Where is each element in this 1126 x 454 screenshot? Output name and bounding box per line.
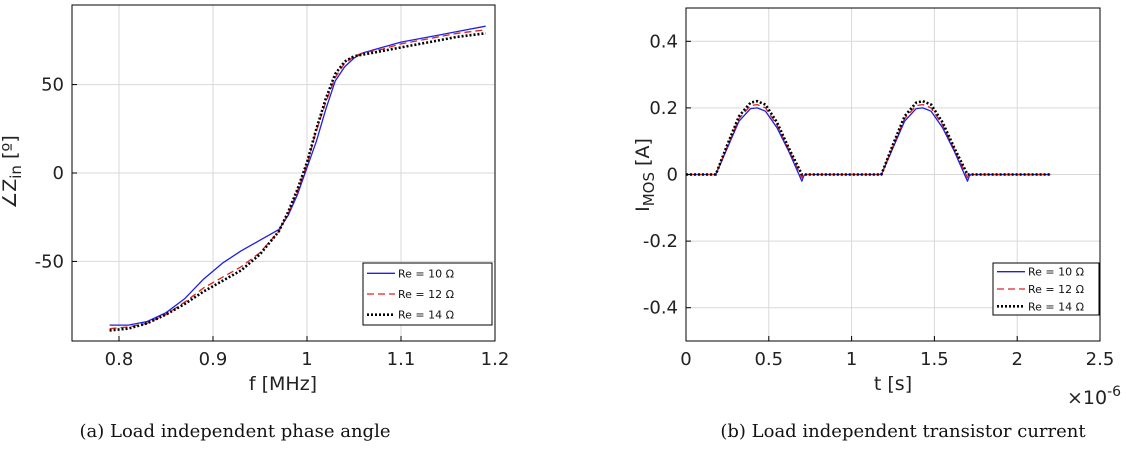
y-tick-label: -50 xyxy=(35,251,64,272)
panel-a-series xyxy=(109,25,486,332)
y-tick-label: 50 xyxy=(41,75,64,96)
series-line-1 xyxy=(686,107,1051,182)
x-tick-label: 1 xyxy=(301,349,312,370)
x-tick-label: 1 xyxy=(846,349,857,370)
series-line-1 xyxy=(109,25,486,326)
y-tick-label: 0 xyxy=(667,165,678,186)
x-tick-label: 0 xyxy=(680,349,691,370)
panel-b-x-multiplier: ×10-6 xyxy=(1067,384,1121,409)
legend-label-2: Re = 12 Ω xyxy=(1028,283,1084,296)
y-tick-label: -0.2 xyxy=(643,231,678,252)
panel-a-caption: (a) Load independent phase angle xyxy=(80,421,391,442)
y-tick-label: 0.4 xyxy=(649,31,678,52)
legend-label-1: Re = 10 Ω xyxy=(1028,266,1084,279)
panel-a-y-ticks: -50 0 50 xyxy=(35,75,77,272)
legend-label-3: Re = 14 Ω xyxy=(1028,300,1084,313)
x-tick-label: 2 xyxy=(1011,349,1022,370)
series-line-3 xyxy=(686,99,1051,176)
panel-b-x-ticks: 0 0.5 1 1.5 2 2.5 xyxy=(680,336,1114,370)
panel-a-x-axis-label: f [MHz] xyxy=(249,373,317,395)
series-line-2 xyxy=(109,29,486,330)
x-tick-label: 0.8 xyxy=(105,349,134,370)
panel-b-y-axis-label: IMOS [A] xyxy=(632,138,658,212)
legend-label-2: Re = 12 Ω xyxy=(398,288,454,301)
x-tick-label: 0.9 xyxy=(199,349,228,370)
legend-label-3: Re = 14 Ω xyxy=(398,309,454,322)
y-tick-label: -0.4 xyxy=(643,298,678,319)
x-tick-label: 0.5 xyxy=(754,349,783,370)
x-tick-label: 1.2 xyxy=(481,349,510,370)
legend-label-1: Re = 10 Ω xyxy=(398,267,454,280)
panel-a-phase-angle-chart: 0.8 0.9 1 1.1 1.2 -50 0 50 f [MHz] ∠Zin [º] Re… xyxy=(0,4,510,442)
panel-b-x-axis-label: t [s] xyxy=(874,373,912,395)
x-tick-label: 1.1 xyxy=(387,349,416,370)
panel-b-transistor-current-chart: 0 0.5 1 1.5 2 2.5 -0.4 -0.2 0 0.2 0.4 t [s] IMOS … xyxy=(632,7,1121,442)
panel-b-caption: (b) Load independent transistor current xyxy=(720,421,1086,442)
y-tick-label: 0.2 xyxy=(649,98,678,119)
panel-b-legend: Re = 10 Ω Re = 12 Ω Re = 14 Ω xyxy=(992,262,1100,316)
panel-a-y-axis-label: ∠Zin [º] xyxy=(0,135,25,209)
y-tick-label: 0 xyxy=(53,163,64,184)
x-tick-label: 1.5 xyxy=(920,349,949,370)
panel-a-legend: Re = 10 Ω Re = 12 Ω Re = 14 Ω xyxy=(362,262,493,326)
series-line-2 xyxy=(686,103,1051,179)
panel-b-series xyxy=(686,99,1051,182)
panel-a-x-ticks: 0.8 0.9 1 1.1 1.2 xyxy=(105,336,510,370)
panel-b-y-ticks: -0.4 -0.2 0 0.2 0.4 xyxy=(643,31,691,319)
series-line-3 xyxy=(109,32,486,332)
x-tick-label: 2.5 xyxy=(1086,349,1115,370)
